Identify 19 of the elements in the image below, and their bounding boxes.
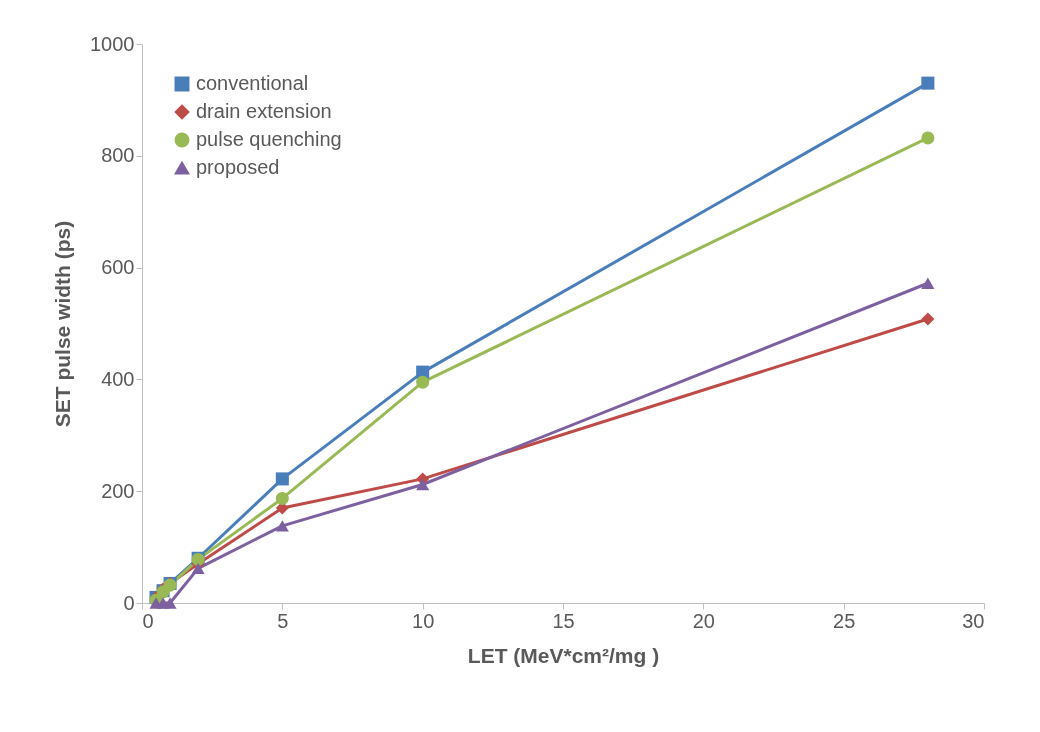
x-tick-label: 5 xyxy=(277,609,289,632)
x-tick-label: 25 xyxy=(833,609,856,632)
legend-label: pulse quenching xyxy=(196,128,342,150)
y-tick-label: 400 xyxy=(101,367,135,390)
legend-label: conventional xyxy=(196,72,309,94)
x-tick-label: 0 xyxy=(142,609,154,632)
legend-label: drain extension xyxy=(196,100,332,122)
x-axis-title: LET (MeV*cm²/mg ) xyxy=(467,643,660,667)
x-tick-label: 10 xyxy=(412,609,435,632)
y-tick-label: 600 xyxy=(101,256,135,279)
y-tick-label: 800 xyxy=(101,144,135,167)
y-tick-label: 200 xyxy=(101,479,135,502)
x-tick-label: 15 xyxy=(552,609,575,632)
x-tick-label: 30 xyxy=(962,609,985,632)
y-tick-label: 1000 xyxy=(90,32,135,55)
y-tick-label: 0 xyxy=(123,591,135,614)
y-axis-title: SET pulse width (ps) xyxy=(51,220,75,428)
x-tick-label: 20 xyxy=(692,609,715,632)
legend-label: proposed xyxy=(196,156,280,178)
